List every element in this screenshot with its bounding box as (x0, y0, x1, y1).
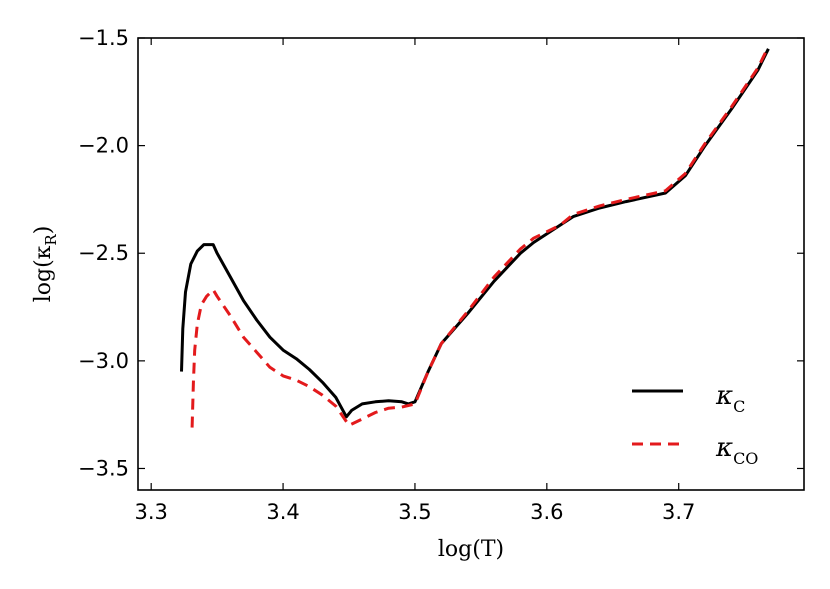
legend: κC κCO (632, 381, 758, 468)
y-axis-label-group: log(κR) (31, 226, 60, 303)
y-axis-label: log(κR) (31, 226, 60, 303)
y-tick-label: −3.0 (78, 349, 129, 373)
x-axis-label: log(T) (438, 537, 504, 562)
series-line-kappa-co (190, 45, 770, 428)
y-tick-label: −2.0 (78, 134, 129, 158)
legend-label-kappa-c: κC (715, 381, 745, 416)
legend-label-kappa-co-subscript: CO (733, 449, 758, 468)
legend-label-kappa-co-main: κ (715, 433, 733, 463)
legend-label-kappa-co: κCO (715, 433, 758, 468)
x-axis-ticks: 3.3 3.4 3.5 3.6 3.7 (134, 38, 695, 524)
x-tick-label: 3.3 (134, 500, 167, 524)
y-tick-label: −1.5 (78, 26, 129, 50)
series-layer (180, 45, 770, 428)
y-tick-label: −3.5 (78, 456, 129, 480)
y-axis-label-close: ) (31, 226, 56, 235)
x-tick-label: 3.5 (398, 500, 431, 524)
x-tick-label: 3.6 (530, 500, 563, 524)
y-axis-ticks: −1.5 −2.0 −2.5 −3.0 −3.5 (78, 26, 804, 480)
y-axis-label-subscript: R (42, 234, 60, 246)
y-tick-label: −2.5 (78, 241, 129, 265)
x-tick-label: 3.7 (662, 500, 695, 524)
legend-label-kappa-c-main: κ (715, 381, 733, 411)
series-line-kappa-c (180, 48, 770, 419)
plot-frame (137, 37, 805, 491)
y-axis-label-main: log(κ (31, 245, 56, 302)
x-tick-label: 3.4 (266, 500, 299, 524)
legend-label-kappa-c-subscript: C (733, 397, 745, 416)
